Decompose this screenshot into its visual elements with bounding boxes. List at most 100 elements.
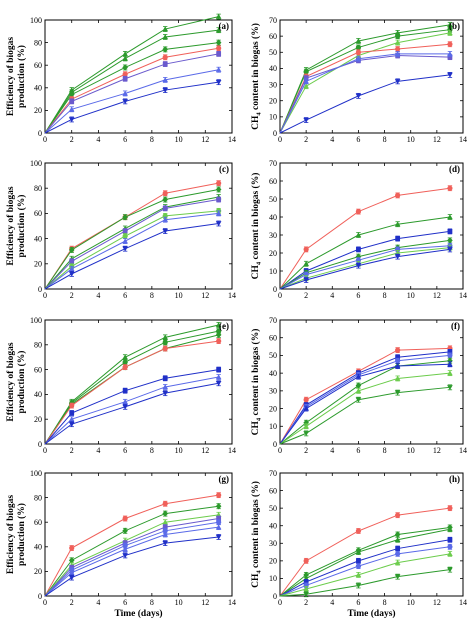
data-point <box>395 551 401 557</box>
plot-frame <box>44 319 233 445</box>
x-tick-label: 10 <box>407 135 415 144</box>
data-point <box>303 419 309 426</box>
data-point <box>395 236 401 241</box>
series-6 <box>44 79 222 134</box>
series-6 <box>279 71 453 134</box>
x-tick-label: 12 <box>201 135 209 144</box>
data-point <box>355 572 362 578</box>
data-point <box>303 69 309 75</box>
series-1 <box>44 186 222 290</box>
data-point <box>162 87 169 93</box>
data-point <box>162 205 168 211</box>
data-point <box>216 492 222 498</box>
y-tick-label: 30 <box>269 539 277 548</box>
y-tick-label: 60 <box>34 61 42 70</box>
y-axis-title-subscript: 4 <box>256 570 263 574</box>
x-tick-label: 14 <box>459 598 467 607</box>
y-tick-label: 50 <box>269 195 277 204</box>
data-point <box>215 381 222 387</box>
data-point <box>303 558 309 564</box>
x-tick-label: 14 <box>459 291 467 300</box>
chart-panel-c: 0 2 4 6 8 10 12 14 0 20 40 60 80 100 (c) Efficiency of … <box>6 159 236 300</box>
data-point <box>303 571 309 579</box>
series-line <box>279 347 450 445</box>
y-tick-label: 80 <box>34 341 42 350</box>
y-tick-label: 20 <box>34 567 42 576</box>
data-point <box>162 54 168 60</box>
panel-label: (f) <box>451 321 460 331</box>
y-tick-label: 50 <box>269 351 277 360</box>
data-point <box>394 39 401 45</box>
data-point <box>215 79 222 85</box>
data-point <box>69 410 75 416</box>
y-tick-label: 60 <box>34 209 42 218</box>
data-point <box>122 515 128 522</box>
x-tick-label: 0 <box>43 135 47 144</box>
series-line <box>44 518 219 597</box>
x-tick-label: 0 <box>43 446 47 455</box>
data-point <box>162 524 168 530</box>
x-tick-label: 2 <box>70 135 74 144</box>
data-point <box>394 574 401 580</box>
x-axis-title: Time (days) <box>114 608 162 619</box>
data-point <box>215 66 222 72</box>
series-0 <box>279 505 453 597</box>
x-tick-label: 8 <box>150 135 154 144</box>
data-point <box>303 397 309 403</box>
data-point <box>216 180 222 186</box>
y-tick-label: 0 <box>273 285 277 294</box>
series-line <box>44 514 219 597</box>
data-point <box>162 540 169 546</box>
x-tick-label: 4 <box>96 446 100 455</box>
x-tick-label: 6 <box>123 446 127 455</box>
data-point <box>162 519 169 525</box>
data-point <box>68 246 75 254</box>
x-axis-title: Time (days) <box>347 608 395 619</box>
x-tick-label: 6 <box>123 598 127 607</box>
plot-frame <box>279 19 464 134</box>
data-point <box>216 516 222 521</box>
data-point <box>395 512 401 518</box>
data-point <box>162 216 169 222</box>
panel-label: (g) <box>219 474 230 484</box>
x-tick-label: 8 <box>150 598 154 607</box>
data-point <box>215 39 222 46</box>
data-point <box>122 246 128 252</box>
data-point <box>447 505 453 511</box>
data-point <box>395 192 401 198</box>
data-point <box>394 375 401 381</box>
x-tick-label: 2 <box>304 446 308 455</box>
x-tick-label: 4 <box>330 291 334 300</box>
data-point <box>162 334 169 340</box>
data-point <box>355 382 362 389</box>
data-point <box>355 388 362 394</box>
data-point <box>215 322 222 328</box>
data-point <box>355 397 362 403</box>
y-axis-title-part: CH <box>251 573 261 588</box>
data-point <box>303 405 309 411</box>
y-tick-label: 50 <box>269 504 277 513</box>
series-0 <box>279 345 453 445</box>
data-point <box>162 384 169 390</box>
x-tick-label: 6 <box>123 291 127 300</box>
series-6 <box>279 384 453 445</box>
data-point <box>447 361 453 367</box>
data-point <box>394 531 401 538</box>
y-tick-label: 20 <box>269 404 277 413</box>
panel-label: (h) <box>449 474 460 484</box>
data-point <box>215 210 222 216</box>
series-1 <box>44 503 222 597</box>
data-point <box>447 30 453 36</box>
data-point <box>215 221 222 227</box>
x-tick-label: 4 <box>96 291 100 300</box>
data-point <box>162 46 169 53</box>
data-point <box>69 402 75 409</box>
y-axis-title-subscript: 4 <box>256 112 263 116</box>
series-6 <box>279 246 453 290</box>
y-tick-label: 40 <box>269 64 277 73</box>
series-5 <box>44 524 222 597</box>
data-point <box>303 117 309 123</box>
data-point <box>162 190 168 196</box>
data-point <box>162 77 169 83</box>
